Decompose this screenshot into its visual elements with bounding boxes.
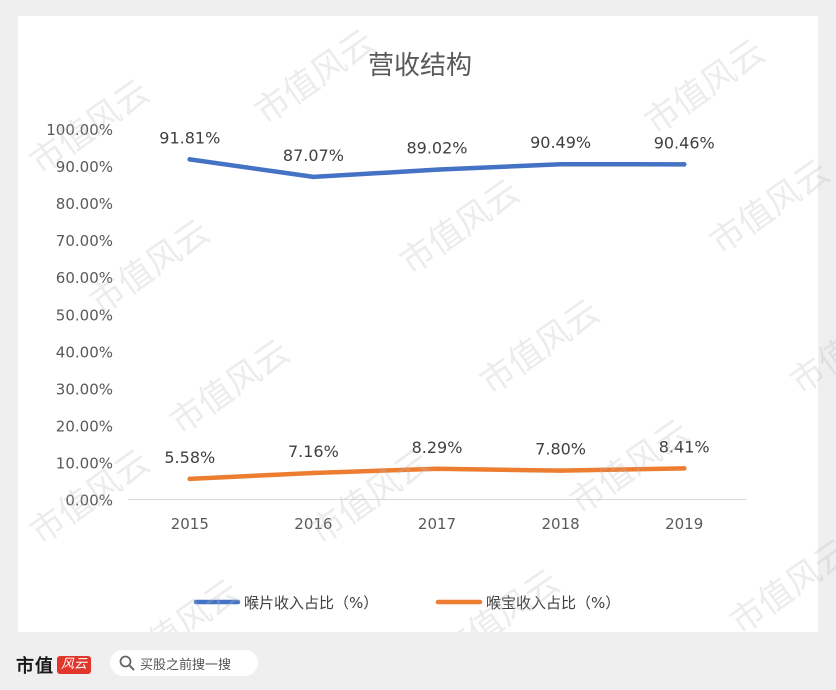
series-layer: 91.81% 87.07% 89.02% 90.49% 90.46% 5.58% 7.16%… [159, 128, 715, 482]
search-label: 买股之前搜一搜 [140, 657, 232, 673]
y-tick-label: 40.00% [56, 343, 113, 361]
y-tick-label: 70.00% [56, 232, 113, 250]
data-point [187, 476, 193, 482]
search-icon [119, 655, 135, 671]
chart-title: 营收结构 [368, 51, 472, 81]
y-tick-label: 0.00% [65, 492, 113, 510]
brand-badge: 风云 [57, 656, 92, 674]
y-tick-label: 90.00% [56, 158, 113, 176]
data-point [434, 167, 440, 172]
data-label: 91.81% [159, 128, 220, 147]
x-tick-label: 2016 [294, 515, 332, 533]
legend: 喉片收入占比（%） 喉宝收入占比（%） [193, 594, 620, 612]
y-tick-label: 60.00% [56, 269, 113, 287]
y-tick-label: 10.00% [56, 454, 113, 472]
legend-label: 喉宝收入占比（%） [486, 594, 620, 612]
data-point [558, 468, 563, 473]
data-label: 5.58% [164, 448, 215, 467]
line-chart: 营收结构 0.00% 10.00% 20.00% 30.00% 40.00% 50.00%… [46, 51, 746, 612]
brand-name: 市值 [16, 656, 54, 677]
data-point [311, 470, 316, 476]
search-box[interactable]: 买股之前搜一搜 [110, 650, 258, 676]
y-tick-label: 30.00% [56, 380, 113, 398]
data-point [311, 174, 316, 180]
x-tick-label: 2018 [542, 515, 580, 533]
data-label: 7.80% [535, 440, 586, 459]
data-label: 7.16% [288, 442, 339, 461]
legend-label: 喉片收入占比（%） [244, 594, 378, 612]
brand-logo: 市值 风云 [16, 652, 92, 678]
x-axis-ticks: 2015 2016 2017 2018 2019 [171, 515, 704, 533]
chart-card: 营收结构 0.00% 10.00% 20.00% 30.00% 40.00% 50.00%… [18, 16, 818, 632]
y-tick-label: 100.00% [46, 121, 113, 139]
data-point [434, 466, 440, 472]
data-point [681, 466, 687, 471]
data-label: 89.02% [406, 139, 467, 158]
data-label: 90.46% [654, 133, 715, 152]
data-point [558, 161, 563, 167]
data-label: 8.29% [412, 438, 463, 457]
y-axis-ticks: 0.00% 10.00% 20.00% 30.00% 40.00% 50.00% 60.00… [46, 121, 113, 510]
data-label: 87.07% [283, 146, 344, 165]
footer-bar: 市值 风云 买股之前搜一搜 [0, 632, 836, 690]
data-label: 90.49% [530, 133, 591, 152]
y-tick-label: 80.00% [56, 195, 113, 213]
x-tick-label: 2015 [171, 515, 209, 533]
x-tick-label: 2019 [665, 515, 703, 533]
data-point [681, 162, 687, 167]
y-tick-label: 20.00% [56, 417, 113, 435]
y-tick-label: 50.00% [56, 306, 113, 324]
x-tick-label: 2017 [418, 515, 456, 533]
data-label: 8.41% [659, 437, 710, 456]
data-point [187, 157, 193, 162]
